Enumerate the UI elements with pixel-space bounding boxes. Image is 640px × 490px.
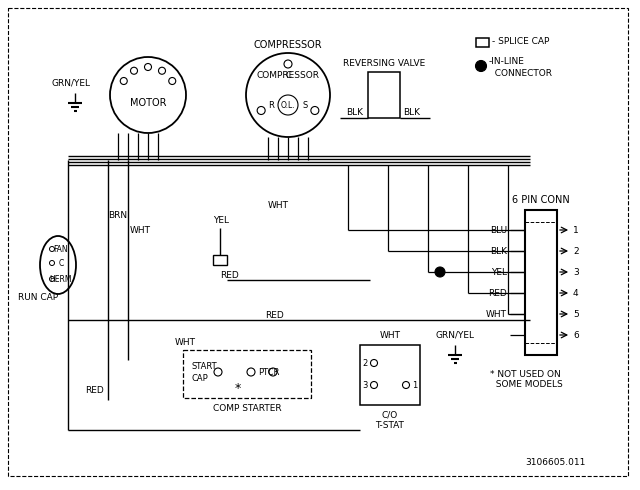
Text: CAP: CAP [191,373,208,383]
Text: - SPLICE CAP: - SPLICE CAP [492,38,549,47]
Text: WHT: WHT [268,200,289,210]
Text: HERM: HERM [50,274,72,284]
Text: YEL: YEL [213,216,229,224]
Text: FAN: FAN [54,245,68,253]
Text: GRN/YEL: GRN/YEL [435,330,474,340]
Text: 6 PIN CONN: 6 PIN CONN [512,195,570,205]
Text: O.L.: O.L. [281,100,295,109]
Circle shape [435,267,445,277]
Text: RED: RED [85,386,104,394]
Text: C/O: C/O [382,411,398,419]
Text: BLK: BLK [346,107,363,117]
Text: 5: 5 [573,310,579,318]
Text: S: S [303,100,308,109]
Bar [368,72,400,118]
Text: WHT: WHT [175,338,196,346]
Text: 4: 4 [573,289,579,297]
Bar [360,345,420,405]
Text: 1: 1 [412,381,417,390]
Text: 3: 3 [573,268,579,276]
Text: 2: 2 [573,246,579,255]
Bar [213,255,227,265]
Circle shape [476,60,486,72]
Text: 2: 2 [363,359,368,368]
Text: RED: RED [220,270,239,279]
Text: 3106605.011: 3106605.011 [525,458,586,466]
Text: BRN: BRN [108,211,127,220]
Text: WHT: WHT [486,310,507,318]
Text: WHT: WHT [380,330,401,340]
Bar [525,210,557,355]
Text: CONNECTOR: CONNECTOR [489,70,552,78]
Text: GRN/YEL: GRN/YEL [52,78,91,88]
Bar [183,350,311,398]
Text: * NOT USED ON
  SOME MODELS: * NOT USED ON SOME MODELS [490,370,563,390]
Text: BLK: BLK [403,107,420,117]
Text: COMPRESSOR: COMPRESSOR [257,71,319,79]
Text: R: R [268,100,274,109]
Text: BLK: BLK [490,246,507,255]
Text: PTCR: PTCR [258,368,280,376]
Text: 6: 6 [573,330,579,340]
Text: BLU: BLU [490,225,507,235]
Text: REVERSING VALVE: REVERSING VALVE [343,59,425,69]
Text: YEL: YEL [491,268,507,276]
Text: RED: RED [488,289,507,297]
Text: 3: 3 [363,381,368,390]
Text: RED: RED [265,311,284,319]
Text: WHT: WHT [130,225,151,235]
Text: T-STAT: T-STAT [376,420,404,430]
Text: -IN-LINE: -IN-LINE [489,57,525,67]
Bar [476,38,489,47]
Text: C: C [285,71,291,79]
Text: *: * [235,382,241,394]
Text: START: START [191,362,216,370]
Text: COMP STARTER: COMP STARTER [212,403,282,413]
Text: COMPRESSOR: COMPRESSOR [253,40,323,50]
Text: C: C [58,259,63,268]
Text: MOTOR: MOTOR [130,98,166,108]
Text: 1: 1 [573,225,579,235]
Text: RUN CAP: RUN CAP [18,293,58,301]
